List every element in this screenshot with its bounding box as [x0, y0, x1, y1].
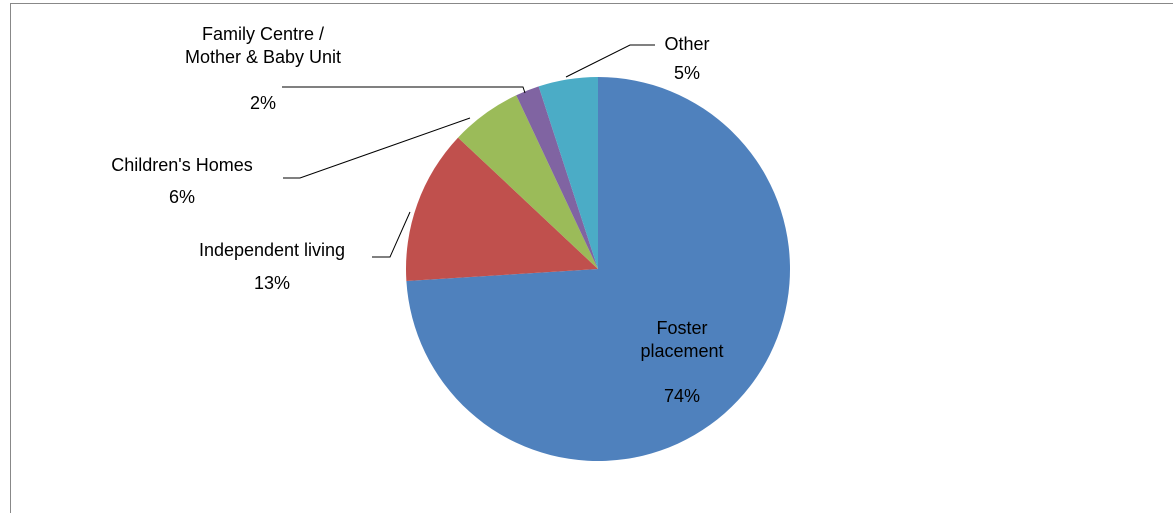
chart-frame: [10, 3, 1173, 513]
slice-label: Foster placement: [640, 318, 724, 361]
leader-line: [282, 86, 526, 94]
slice-label: Independent living: [198, 240, 346, 260]
value-label: 2%: [249, 93, 277, 113]
pie-slice: [406, 77, 790, 461]
value-label: 6%: [168, 187, 196, 207]
slice-label: Family Centre / Mother & Baby Unit: [184, 24, 342, 67]
slice-label: Other: [664, 34, 710, 54]
leader-line: [372, 211, 411, 258]
pie-slice: [538, 77, 598, 269]
value-label: 13%: [253, 273, 291, 293]
leader-line: [283, 117, 471, 179]
pie: [406, 77, 790, 461]
value-label: 74%: [663, 386, 701, 406]
pie-slice: [458, 95, 598, 269]
leader-line: [565, 44, 655, 78]
pie-slice: [516, 86, 598, 269]
slice-label: Children's Homes: [111, 155, 253, 175]
pie-slice: [406, 137, 598, 282]
leader-lines: [282, 44, 655, 258]
value-label: 5%: [673, 63, 701, 83]
